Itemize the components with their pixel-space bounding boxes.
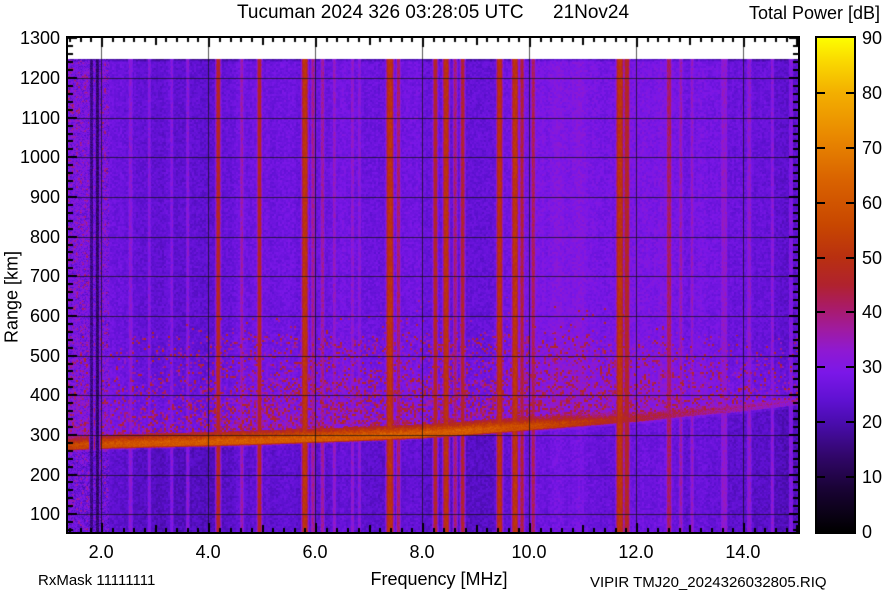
date-label: 21Nov24 (553, 2, 630, 23)
colorbar-tick-mark (846, 146, 854, 149)
colorbar (815, 36, 856, 534)
colorbar-tick-mark (817, 366, 825, 369)
colorbar-tick-mark (817, 421, 825, 424)
colorbar-tick-mark (817, 91, 825, 94)
colorbar-tick-mark (846, 311, 854, 314)
colorbar-tick-label: 50 (862, 247, 883, 268)
y-tick-label: 800 (29, 226, 60, 247)
x-tick-label: 4.0 (195, 542, 221, 562)
colorbar-tick-label: 80 (862, 82, 883, 103)
colorbar-tick-label: 0 (862, 522, 873, 542)
y-axis-label: Range [km] (1, 250, 22, 344)
colorbar-tick-label: 70 (862, 137, 883, 158)
colorbar-tick-label: 40 (862, 302, 883, 323)
colorbar-gradient (817, 38, 854, 532)
y-tick-label: 1300 (19, 28, 60, 49)
colorbar-title: Total Power [dB] (748, 3, 880, 23)
colorbar-tick-label: 60 (862, 192, 883, 213)
colorbar-tick-label: 90 (862, 28, 883, 48)
plot-area (66, 36, 800, 534)
colorbar-tick-label: 20 (862, 412, 883, 433)
colorbar-tick-mark (846, 421, 854, 424)
x-tick-label: 2.0 (88, 542, 114, 562)
y-tick-label: 600 (29, 305, 60, 326)
plot-title: Tucuman 2024 326 03:28:05 UTC (237, 2, 524, 23)
colorbar-tick-mark (846, 91, 854, 94)
colorbar-tick-mark (817, 201, 825, 204)
colorbar-tick-mark (846, 201, 854, 204)
y-tick-label: 900 (29, 186, 60, 207)
colorbar-tick-mark (846, 476, 854, 479)
y-tick-label: 400 (29, 385, 60, 406)
y-tick-label: 1200 (19, 68, 60, 89)
x-tick-label: 6.0 (302, 542, 328, 562)
x-tick-label: 10.0 (511, 542, 547, 562)
y-tick-label: 200 (29, 464, 60, 485)
y-tick-label: 1000 (19, 147, 60, 168)
colorbar-tick-mark (817, 311, 825, 314)
x-tick-label: 8.0 (409, 542, 435, 562)
filename-label: VIPIR TMJ20_2024326032805.RIQ (590, 574, 827, 591)
y-tick-label: 100 (29, 504, 60, 525)
colorbar-tick-label: 10 (862, 467, 883, 488)
x-tick-label: 12.0 (618, 542, 654, 562)
rxmask-label: RxMask 11111111 (38, 572, 156, 589)
colorbar-tick-mark (846, 256, 854, 259)
y-tick-label: 300 (29, 424, 60, 445)
y-tick-label: 1100 (21, 107, 60, 128)
colorbar-tick-mark (817, 476, 825, 479)
colorbar-tick-mark (817, 256, 825, 259)
x-axis-label: Frequency [MHz] (370, 569, 508, 589)
colorbar-tick-mark (817, 146, 825, 149)
y-tick-label: 700 (29, 266, 60, 287)
heatmap-canvas (68, 38, 798, 532)
colorbar-tick-label: 30 (862, 357, 883, 378)
colorbar-tick-mark (846, 366, 854, 369)
x-tick-label: 14.0 (725, 542, 761, 562)
y-tick-label: 500 (29, 345, 60, 366)
